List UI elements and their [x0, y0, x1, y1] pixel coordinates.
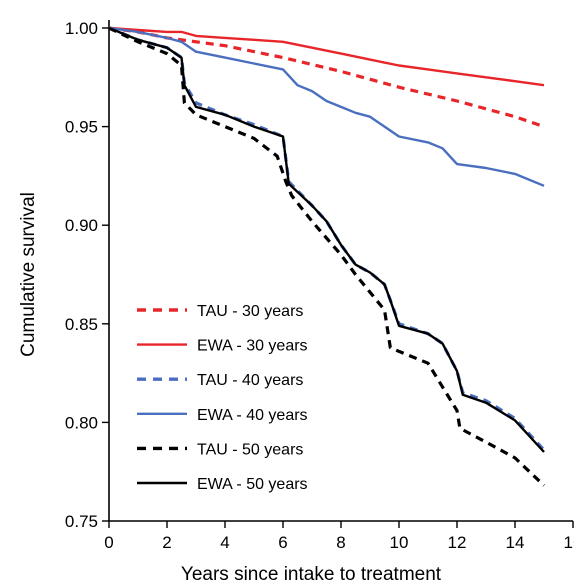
x-tick-label: 4: [220, 533, 229, 552]
y-axis-title: Cumulative survival: [18, 192, 39, 357]
series-line-ewa-40-years: [108, 26, 545, 187]
series-line-tau-50-years: [108, 26, 546, 487]
x-tick-label: 16: [564, 533, 574, 552]
y-tick-label: 0.75: [65, 512, 98, 531]
x-tick-label: 8: [336, 533, 345, 552]
legend: TAU - 30 years EWA - 30 years TAU - 40 yea…: [137, 303, 308, 493]
axes: 0 2 4 6 8 10 12 14 16 0.75 0.80 0.85 0.90 0.95 1.00: [65, 19, 574, 552]
legend-label: EWA - 50 years: [197, 476, 308, 493]
x-axis-title: Years since intake to treatment: [181, 564, 442, 585]
x-tick-label: 0: [104, 533, 113, 552]
x-tick-label: 14: [506, 533, 525, 552]
x-tick-label: 12: [448, 533, 467, 552]
series-layer: [108, 26, 546, 487]
x-tick-label: 6: [278, 533, 287, 552]
y-tick-label: 0.95: [65, 118, 98, 137]
y-tick-label: 0.80: [65, 413, 98, 432]
y-tick-label: 0.90: [65, 216, 98, 235]
legend-label: TAU - 40 years: [197, 372, 303, 389]
x-tick-label: 10: [390, 533, 409, 552]
x-tick-label: 2: [162, 533, 171, 552]
y-tick-label: 1.00: [65, 19, 98, 38]
y-tick-label: 0.85: [65, 315, 98, 334]
legend-label: EWA - 40 years: [197, 407, 308, 424]
legend-label: EWA - 30 years: [197, 338, 308, 355]
legend-label: TAU - 30 years: [197, 303, 303, 320]
legend-label: TAU - 50 years: [197, 441, 303, 458]
series-line-ewa-30-years: [108, 26, 545, 87]
series-line-ewa-50-years: [108, 26, 545, 453]
